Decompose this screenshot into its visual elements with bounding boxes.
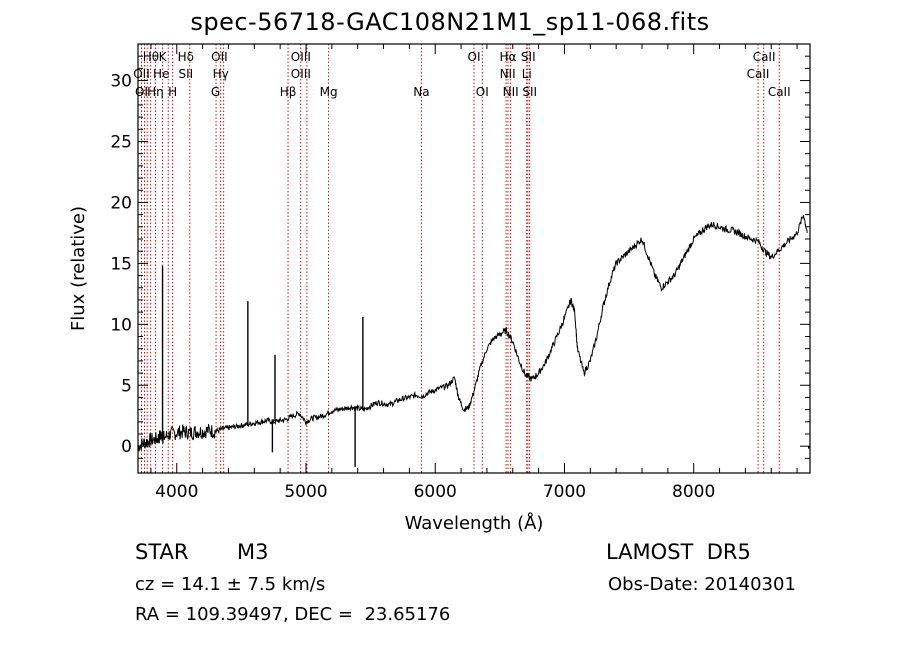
line-label: CaII	[747, 67, 770, 81]
axis-ticks-layer: 4000 5000 6000 7000 8000 0 5 10 15 20 25 30	[110, 44, 810, 502]
y-tick-label: 5	[121, 376, 132, 396]
x-tick-label: 4000	[155, 482, 198, 502]
x-tick-label: 5000	[284, 482, 327, 502]
line-marker-layer	[141, 44, 780, 473]
x-tick-label: 7000	[543, 482, 586, 502]
line-label: NII	[500, 67, 516, 81]
line-label: SII	[522, 85, 537, 99]
line-label: OII	[133, 67, 150, 81]
line-label: H	[168, 85, 177, 99]
line-label: CaII	[753, 50, 776, 64]
chart-title: spec-56718-GAC108N21M1_sp11-068.fits	[190, 8, 710, 36]
line-label: K	[159, 50, 168, 64]
obs-date: Obs-Date: 20140301	[608, 574, 796, 595]
spectrum-line	[137, 215, 808, 452]
object-subclass: M3	[237, 540, 269, 564]
line-label: OII	[211, 50, 228, 64]
line-label: Hα	[500, 50, 517, 64]
line-label: SII	[521, 50, 536, 64]
plot-frame	[137, 43, 811, 474]
y-tick-label: 25	[110, 133, 132, 153]
line-label: OI	[476, 85, 489, 99]
line-label: SII	[178, 67, 193, 81]
survey-name: LAMOST DR5	[606, 540, 751, 564]
line-label: OI	[468, 50, 481, 64]
x-axis-label: Wavelength (Å)	[405, 512, 544, 534]
line-label: NII	[503, 85, 519, 99]
line-label: Hθ	[143, 50, 159, 64]
y-tick-label: 0	[121, 437, 132, 457]
line-label: Hδ	[178, 50, 194, 64]
line-label: OI	[135, 85, 148, 99]
line-label: Hβ	[280, 85, 297, 99]
line-label: Hη	[147, 85, 164, 99]
y-tick-label: 15	[110, 254, 132, 274]
series-layer	[137, 215, 810, 467]
line-label: He	[153, 67, 169, 81]
y-tick-label: 20	[110, 193, 132, 213]
line-label: OIII	[291, 67, 311, 81]
x-tick-label: 8000	[672, 482, 715, 502]
y-tick-label: 30	[110, 72, 132, 92]
x-tick-label: 6000	[414, 482, 457, 502]
y-tick-label: 10	[110, 315, 132, 335]
line-label: CaII	[768, 85, 791, 99]
line-label: Mg	[320, 85, 338, 99]
line-label: Li	[522, 67, 532, 81]
redshift-cz: cz = 14.1 ± 7.5 km/s	[135, 574, 326, 595]
line-label: Na	[413, 85, 429, 99]
line-label: Hγ	[213, 67, 229, 81]
ra-dec: RA = 109.39497, DEC = 23.65176	[135, 604, 451, 625]
line-label: G	[211, 85, 220, 99]
object-class: STAR	[135, 540, 189, 564]
y-axis-label: Flux (relative)	[68, 206, 89, 331]
line-label: OIII	[291, 50, 311, 64]
